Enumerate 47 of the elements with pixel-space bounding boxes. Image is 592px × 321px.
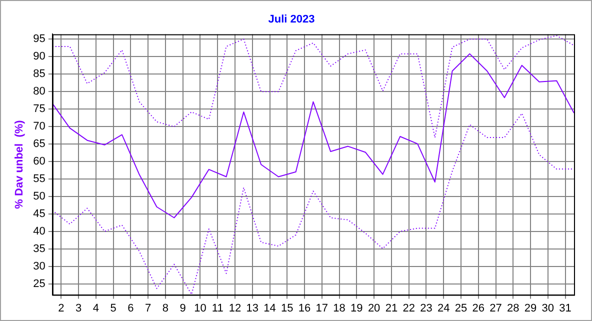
y-tick-label: 40 (33, 225, 46, 238)
y-tick-label: 25 (33, 278, 46, 290)
x-tick-label: 25 (454, 302, 468, 314)
y-tick-label: 95 (33, 32, 46, 45)
y-tick-label: 75 (33, 102, 46, 115)
x-tick-label: 17 (316, 302, 328, 314)
y-tick-label: 60 (33, 155, 46, 168)
x-tick-label: 14 (264, 302, 276, 314)
x-tick-label: 31 (559, 302, 572, 314)
x-tick-label: 2 (58, 302, 64, 314)
y-tick-label: 80 (33, 85, 46, 98)
x-tick-label: 24 (437, 302, 450, 314)
x-tick-label: 16 (298, 302, 311, 314)
x-tick-label: 6 (128, 302, 134, 314)
x-tick-label: 27 (490, 302, 502, 314)
x-tick-label: 11 (212, 302, 224, 314)
y-tick-label: 70 (33, 120, 46, 132)
y-tick-label: 50 (33, 190, 46, 202)
x-tick-label: 18 (333, 302, 346, 314)
y-tick-label: 85 (33, 68, 46, 80)
x-tick-label: 19 (350, 302, 363, 314)
x-tick-label: 5 (110, 302, 116, 314)
chart-title: Juli 2023 (268, 14, 315, 26)
x-tick-label: 28 (507, 302, 520, 314)
x-tick-label: 7 (144, 302, 152, 314)
x-tick-label: 26 (472, 302, 485, 314)
x-tick-label: 8 (162, 302, 169, 314)
x-tick-label: 10 (194, 302, 206, 314)
x-tick-label: 15 (281, 302, 294, 314)
y-tick-label: 45 (33, 208, 46, 220)
x-tick-label: 13 (246, 302, 258, 314)
y-tick-label: 90 (33, 50, 46, 62)
x-tick-label: 22 (402, 302, 415, 314)
y-tick-label: 55 (33, 172, 46, 185)
y-tick-label: 35 (33, 242, 46, 255)
y-axis-title: % Dav unbel (%) (14, 120, 26, 209)
x-tick-label: 4 (92, 302, 99, 314)
y-tick-label: 65 (33, 138, 46, 150)
x-tick-label: 23 (420, 302, 432, 314)
x-tick-label: 20 (368, 302, 380, 314)
y-tick-label: 30 (33, 260, 46, 272)
x-tick-label: 30 (542, 302, 554, 314)
x-tick-label: 3 (75, 302, 82, 314)
x-tick-label: 9 (180, 302, 186, 314)
x-tick-label: 29 (524, 302, 537, 314)
x-tick-label: 21 (385, 302, 398, 314)
x-tick-label: 12 (228, 302, 242, 314)
